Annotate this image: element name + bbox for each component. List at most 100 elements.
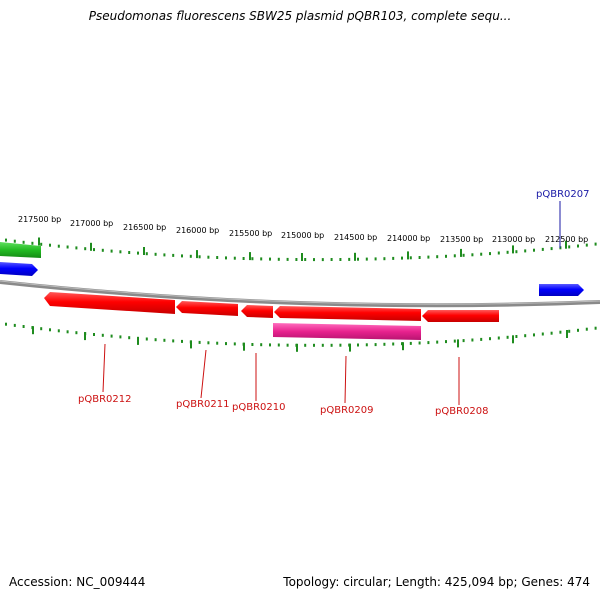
- minor-tick: [22, 325, 25, 328]
- scale-label-217000: 217000 bp: [70, 219, 113, 228]
- gene-arrow-pQBR0209[interactable]: [274, 306, 421, 321]
- major-tick: [32, 326, 34, 335]
- minor-tick: [189, 254, 192, 258]
- minor-tick: [401, 256, 403, 260]
- minor-tick: [427, 341, 430, 345]
- gene-label-pQBR0210[interactable]: pQBR0210: [232, 402, 285, 413]
- gene-arrow-pQBR0210[interactable]: [241, 305, 273, 318]
- minor-tick: [286, 343, 289, 347]
- minor-tick: [251, 343, 254, 346]
- minor-tick: [462, 253, 465, 257]
- gene-label-pQBR0209[interactable]: pQBR0209: [320, 405, 373, 416]
- gene-label-pQBR0211[interactable]: pQBR0211: [176, 399, 229, 410]
- major-tick: [457, 339, 459, 348]
- minor-tick: [357, 257, 359, 261]
- minor-tick: [119, 250, 122, 254]
- minor-tick: [462, 339, 465, 343]
- minor-tick: [374, 343, 377, 347]
- scale-label-214000: 214000 bp: [387, 234, 430, 243]
- minor-tick: [471, 253, 474, 257]
- minor-tick: [453, 254, 456, 258]
- major-tick: [566, 330, 568, 338]
- minor-tick: [57, 329, 60, 333]
- minor-tick: [163, 338, 166, 342]
- minor-tick: [216, 256, 219, 259]
- minor-tick: [392, 342, 395, 346]
- gene-arrow-pQBR0212[interactable]: [44, 292, 175, 314]
- minor-tick: [101, 333, 104, 337]
- minor-tick: [418, 256, 421, 259]
- leader-line-pQBR0211: [200, 349, 207, 399]
- minor-tick: [321, 258, 324, 262]
- minor-tick: [471, 338, 474, 342]
- minor-tick: [207, 341, 210, 345]
- minor-tick: [93, 333, 95, 336]
- minor-tick: [40, 327, 43, 331]
- gene-label-pQBR0207[interactable]: pQBR0207: [536, 189, 589, 200]
- gene-arrow-green[interactable]: [0, 242, 41, 258]
- minor-tick: [409, 256, 412, 260]
- minor-tick: [242, 257, 245, 260]
- scale-label-215000: 215000 bp: [281, 231, 324, 240]
- minor-tick: [506, 250, 509, 254]
- minor-tick: [524, 334, 527, 338]
- minor-tick: [66, 245, 69, 249]
- minor-tick: [515, 250, 518, 254]
- minor-tick: [427, 255, 430, 259]
- minor-tick: [577, 244, 579, 248]
- minor-tick: [585, 327, 588, 331]
- minor-tick: [286, 257, 289, 261]
- minor-tick: [541, 247, 544, 251]
- minor-tick: [445, 340, 447, 344]
- major-tick: [190, 340, 192, 349]
- minor-tick: [330, 343, 333, 347]
- map-title: Pseudomonas fluorescens SBW25 plasmid pQ…: [88, 9, 512, 23]
- minor-tick: [594, 242, 597, 246]
- minor-tick: [515, 335, 518, 338]
- major-tick: [296, 343, 298, 352]
- gene-arrow-blue-left[interactable]: [0, 262, 38, 276]
- gene-arrow-pQBR0208[interactable]: [422, 310, 499, 322]
- minor-tick: [277, 257, 280, 261]
- minor-tick: [75, 246, 78, 250]
- minor-tick: [40, 242, 43, 246]
- gene-arrow-pQBR0207[interactable]: [539, 284, 584, 296]
- minor-tick: [13, 239, 16, 243]
- scale-label-213500: 213500 bp: [440, 235, 483, 244]
- minor-tick: [31, 241, 34, 245]
- minor-tick: [154, 338, 157, 342]
- major-tick: [407, 251, 409, 260]
- minor-tick: [13, 323, 16, 327]
- feature-bar-pink[interactable]: [273, 323, 421, 340]
- minor-tick: [145, 337, 148, 341]
- minor-tick: [357, 343, 359, 347]
- minor-tick: [550, 247, 553, 251]
- major-tick: [460, 248, 462, 257]
- major-tick: [512, 335, 514, 344]
- minor-tick: [145, 252, 148, 256]
- minor-tick: [559, 330, 562, 334]
- topology-summary: Topology: circular; Length: 425,094 bp; …: [283, 575, 590, 589]
- minor-tick: [489, 337, 491, 341]
- leader-line-pQBR0212: [102, 343, 106, 393]
- major-tick: [565, 240, 567, 249]
- gene-label-pQBR0208[interactable]: pQBR0208: [435, 406, 488, 417]
- minor-tick: [533, 333, 535, 337]
- minor-tick: [93, 248, 95, 252]
- minor-tick: [348, 257, 351, 261]
- minor-tick: [110, 334, 113, 338]
- minor-tick: [489, 252, 491, 256]
- gene-label-pQBR0212[interactable]: pQBR0212: [78, 394, 131, 405]
- minor-tick: [5, 238, 7, 242]
- minor-tick: [339, 343, 342, 347]
- minor-tick: [128, 251, 131, 254]
- accession-label: Accession: NC_009444: [9, 575, 146, 589]
- gene-arrow-pQBR0211[interactable]: [176, 301, 238, 316]
- major-tick: [38, 237, 40, 246]
- leader-line-pQBR0209: [344, 355, 347, 404]
- minor-tick: [137, 251, 139, 255]
- minor-tick: [339, 258, 342, 261]
- minor-tick: [110, 249, 113, 253]
